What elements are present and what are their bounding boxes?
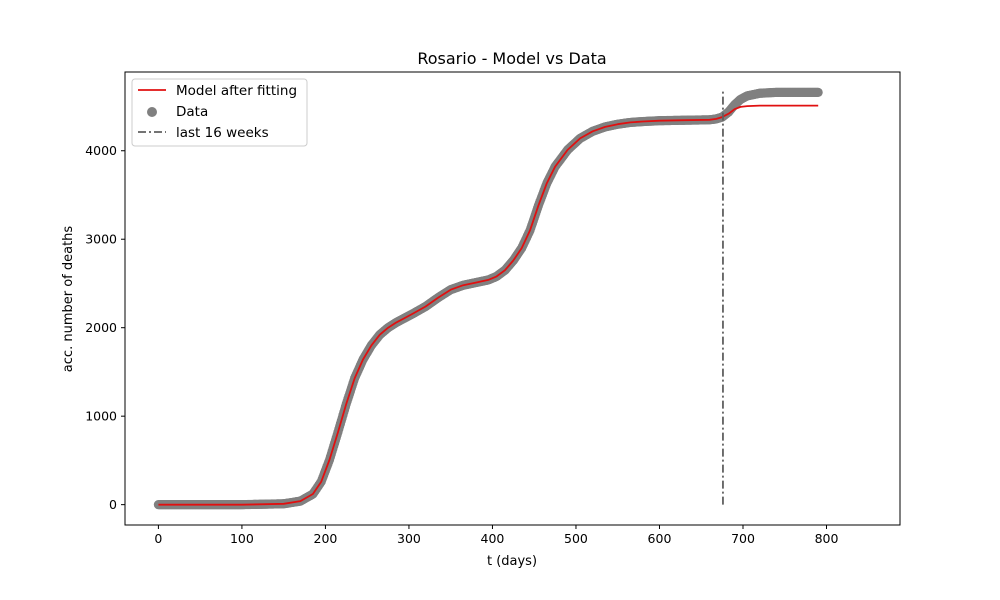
legend-data-swatch	[147, 107, 157, 117]
x-tick-label: 400	[481, 531, 505, 546]
y-axis-ticks: 0 1000 2000 3000 4000	[85, 143, 125, 512]
legend-model-label: Model after fitting	[176, 83, 297, 99]
legend-vline-label: last 16 weeks	[176, 125, 269, 141]
x-axis-label: t (days)	[487, 554, 537, 569]
x-tick-label: 800	[815, 531, 839, 546]
x-tick-label: 0	[154, 531, 162, 546]
model-line	[158, 104, 819, 506]
model-series	[158, 104, 819, 506]
y-axis-label: acc. number of deaths	[61, 226, 76, 373]
y-tick-label: 1000	[85, 409, 117, 424]
y-tick-label: 2000	[85, 320, 117, 335]
legend-box	[131, 78, 308, 147]
x-tick-label: 300	[397, 531, 421, 546]
x-axis-ticks: 0 100 200 300 400 500 600 700 800	[154, 525, 838, 546]
x-tick-label: 100	[230, 531, 254, 546]
y-tick-label: 3000	[85, 232, 117, 247]
data-point	[813, 87, 823, 97]
legend: Model after fitting Data last 16 weeks	[131, 78, 308, 147]
legend-data-label: Data	[176, 104, 208, 120]
x-tick-label: 500	[564, 531, 588, 546]
plot-area	[124, 71, 901, 526]
y-tick-label: 0	[109, 497, 117, 512]
chart-title: Rosario - Model vs Data	[417, 49, 606, 68]
x-tick-label: 600	[648, 531, 672, 546]
x-tick-label: 200	[314, 531, 338, 546]
y-tick-label: 4000	[85, 143, 117, 158]
x-tick-label: 700	[731, 531, 755, 546]
